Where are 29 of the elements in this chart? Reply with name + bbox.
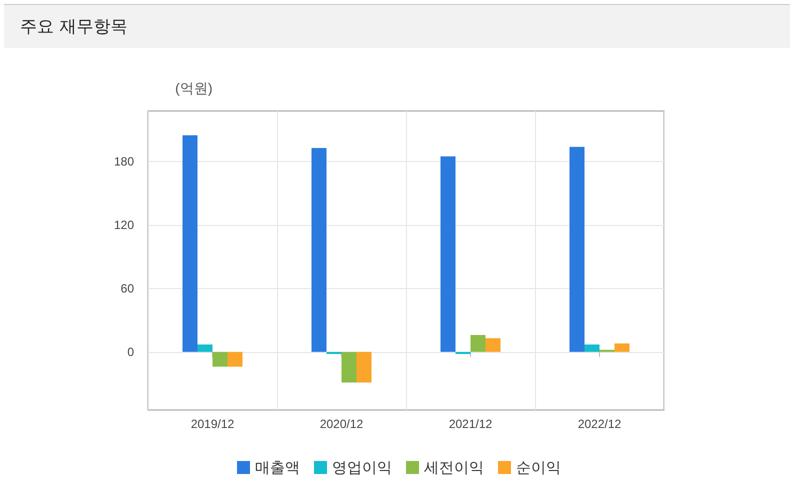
bar — [456, 352, 470, 354]
bar — [570, 146, 584, 352]
legend-label: 매출액 — [255, 458, 300, 476]
bar — [470, 334, 486, 352]
bar — [486, 338, 500, 352]
y-tick-label: 0 — [127, 344, 134, 359]
bar — [312, 148, 326, 352]
y-tick-label: 120 — [114, 218, 134, 232]
x-tick-label: 2021/12 — [448, 417, 493, 431]
chart-title: 주요 재무항목 — [4, 4, 790, 48]
bar — [212, 352, 228, 367]
bar — [326, 352, 342, 354]
y-axis-title: (억원) — [175, 80, 212, 96]
y-tick-label: 60 — [120, 282, 134, 296]
bar — [356, 352, 372, 383]
bar — [584, 344, 600, 352]
x-tick-label: 2022/12 — [578, 417, 622, 431]
x-tick-label: 2020/12 — [320, 417, 364, 431]
bar — [228, 352, 242, 367]
bar — [182, 135, 198, 352]
bar — [440, 156, 456, 352]
bar — [198, 344, 212, 352]
bar — [614, 343, 630, 352]
y-tick-label: 180 — [114, 154, 134, 169]
x-tick-label: 2019/12 — [190, 417, 235, 431]
legend-label: 영업이익 — [332, 458, 392, 476]
legend-label: 순이익 — [516, 458, 561, 476]
bar — [342, 352, 356, 383]
legend-label: 세전이익 — [424, 458, 484, 476]
